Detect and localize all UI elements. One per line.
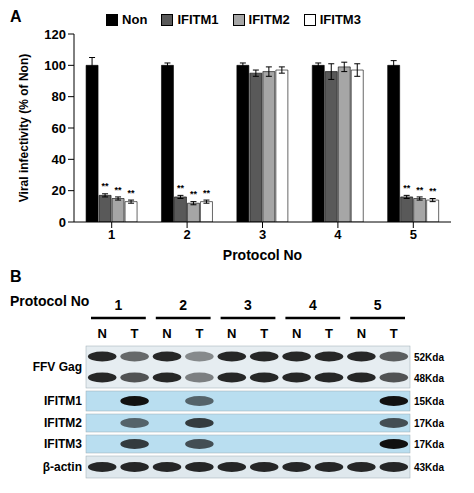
html-text:IFITM3: IFITM3	[319, 12, 361, 27]
svg-text:N: N	[292, 326, 301, 341]
svg-text:N: N	[162, 326, 171, 341]
svg-text:15Kda: 15Kda	[414, 396, 444, 407]
svg-text:**: **	[128, 188, 136, 198]
svg-text:1: 1	[115, 297, 123, 313]
svg-text:T: T	[195, 326, 203, 341]
svg-text:40: 40	[52, 152, 66, 167]
svg-text:4: 4	[334, 227, 342, 242]
svg-text:B: B	[10, 268, 22, 285]
svg-text:5: 5	[410, 227, 417, 242]
svg-text:**: **	[102, 181, 110, 191]
svg-text:3: 3	[259, 227, 266, 242]
svg-text:Protocol No: Protocol No	[223, 247, 302, 263]
svg-text:17Kda: 17Kda	[414, 439, 444, 450]
svg-text:N: N	[98, 326, 107, 341]
html-text:Non: Non	[122, 12, 148, 27]
svg-text:FFV Gag: FFV Gag	[33, 360, 82, 374]
svg-text:100: 100	[44, 58, 66, 73]
html-text:A: A	[10, 8, 22, 25]
svg-text:**: **	[203, 188, 211, 198]
svg-text:IFITM2: IFITM2	[44, 416, 82, 430]
svg-text:5: 5	[374, 297, 382, 313]
svg-text:Protocol No: Protocol No	[10, 293, 89, 309]
svg-text:**: **	[416, 185, 424, 195]
svg-text:N: N	[357, 326, 366, 341]
svg-text:1: 1	[108, 227, 115, 242]
svg-text:T: T	[390, 326, 398, 341]
svg-text:60: 60	[52, 121, 66, 136]
svg-text:52Kda: 52Kda	[414, 352, 444, 363]
svg-text:Viral infectivity (% of Non): Viral infectivity (% of Non)	[17, 54, 31, 202]
svg-text:**: **	[429, 186, 437, 196]
svg-text:20: 20	[52, 183, 66, 198]
svg-text:3: 3	[244, 297, 252, 313]
svg-text:T: T	[131, 326, 139, 341]
html-text:IFITM1: IFITM1	[177, 12, 219, 27]
svg-text:**: **	[177, 183, 185, 193]
svg-text:**: **	[403, 183, 411, 193]
svg-text:4: 4	[309, 297, 317, 313]
svg-text:**: **	[115, 185, 123, 195]
svg-text:IFITM3: IFITM3	[44, 437, 82, 451]
svg-text:T: T	[325, 326, 333, 341]
svg-text:β-actin: β-actin	[43, 460, 82, 474]
svg-text:0: 0	[59, 215, 66, 230]
svg-text:17Kda: 17Kda	[414, 418, 444, 429]
html-text:IFITM2: IFITM2	[248, 12, 290, 27]
svg-text:**: **	[190, 189, 198, 199]
svg-text:T: T	[260, 326, 268, 341]
svg-text:N: N	[227, 326, 236, 341]
svg-text:IFITM1: IFITM1	[44, 394, 82, 408]
svg-text:43Kda: 43Kda	[414, 462, 444, 473]
svg-text:2: 2	[183, 227, 190, 242]
svg-text:2: 2	[179, 297, 187, 313]
svg-text:120: 120	[44, 27, 66, 42]
svg-text:80: 80	[52, 89, 66, 104]
svg-text:48Kda: 48Kda	[414, 373, 444, 384]
